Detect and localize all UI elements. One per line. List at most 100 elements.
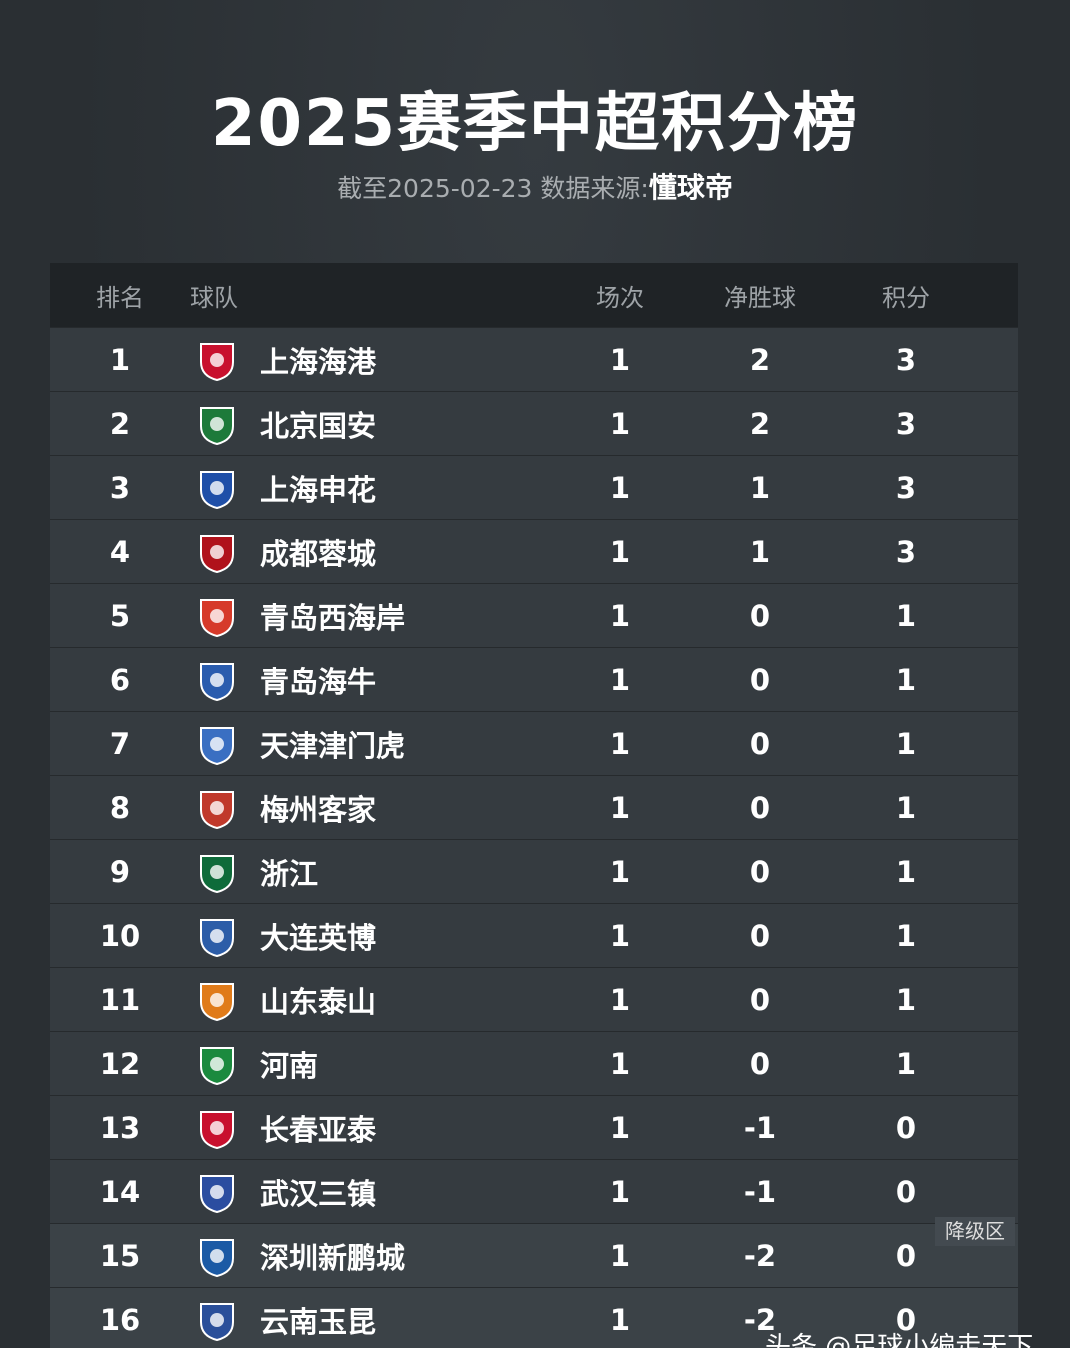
team-logo: [200, 727, 234, 766]
team-logo: [200, 1303, 234, 1342]
played: 1: [609, 918, 631, 953]
rank: 8: [109, 790, 131, 825]
watermark: 头条 @足球小编走天下: [765, 1332, 1034, 1348]
team-row: 13 长春亚泰 1 -1 0: [50, 1095, 1018, 1159]
logo-emblem: [210, 481, 224, 495]
played: 1: [609, 790, 631, 825]
played: 1: [609, 662, 631, 697]
points: 3: [895, 342, 917, 377]
col-header: 净胜球: [724, 283, 796, 312]
points: 0: [895, 1174, 917, 1209]
team-row: 15 深圳新鹏城 1 -2 0: [50, 1223, 1018, 1287]
subtitle-text: 截至2025-02-23 数据来源:: [337, 174, 649, 203]
rank: 5: [109, 598, 131, 633]
points: 0: [895, 1238, 917, 1273]
logo-emblem: [210, 609, 224, 623]
played: 1: [609, 470, 631, 505]
goal-diff: 0: [749, 790, 771, 825]
team-logo: [200, 343, 234, 382]
goal-diff: 2: [749, 342, 771, 377]
team-row: 14 武汉三镇 1 -1 0: [50, 1159, 1018, 1223]
points: 1: [895, 918, 917, 953]
team-row: 4 成都蓉城 1 1 3: [50, 519, 1018, 583]
goal-diff: 0: [749, 854, 771, 889]
logo-emblem: [210, 929, 224, 943]
played: 1: [609, 1174, 631, 1209]
points: 3: [895, 534, 917, 569]
team-name: 青岛海牛: [260, 664, 377, 699]
played: 1: [609, 1110, 631, 1145]
team-row: 9 浙江 1 0 1: [50, 839, 1018, 903]
team-name: 河南: [260, 1048, 319, 1083]
subtitle: 截至2025-02-23 数据来源:懂球帝: [0, 166, 1070, 206]
goal-diff: 0: [749, 1046, 771, 1081]
points: 1: [895, 726, 917, 761]
points: 1: [895, 598, 917, 633]
team-name: 青岛西海岸: [260, 600, 406, 635]
logo-emblem: [210, 1249, 224, 1263]
team-row: 12 河南 1 0 1: [50, 1031, 1018, 1095]
played: 1: [609, 534, 631, 569]
rank: 12: [99, 1046, 141, 1081]
played: 1: [609, 1238, 631, 1273]
team-row: 2 北京国安 1 2 3: [50, 391, 1018, 455]
col-header: 球队: [190, 283, 238, 312]
logo-emblem: [210, 1185, 224, 1199]
logo-emblem: [210, 737, 224, 751]
played: 1: [609, 726, 631, 761]
team-name: 长春亚泰: [260, 1112, 377, 1147]
points: 3: [895, 406, 917, 441]
rank: 14: [99, 1174, 141, 1209]
source: 懂球帝: [648, 171, 733, 204]
team-name: 山东泰山: [260, 984, 377, 1019]
points: 1: [895, 982, 917, 1017]
col-header: 积分: [882, 283, 930, 312]
team-logo: [200, 1175, 234, 1214]
logo-emblem: [210, 545, 224, 559]
goal-diff: -1: [743, 1110, 777, 1145]
played: 1: [609, 342, 631, 377]
goal-diff: 0: [749, 662, 771, 697]
points: 1: [895, 1046, 917, 1081]
team-logo: [200, 535, 234, 574]
points: 1: [895, 662, 917, 697]
goal-diff: 0: [749, 598, 771, 633]
rank: 16: [99, 1302, 141, 1337]
team-logo: [200, 791, 234, 830]
rank: 9: [109, 854, 131, 889]
team-name: 梅州客家: [260, 792, 377, 827]
logo-emblem: [210, 865, 224, 879]
rank: 10: [99, 918, 141, 953]
logo-emblem: [210, 1057, 224, 1071]
team-logo: [200, 663, 234, 702]
team-name: 北京国安: [260, 408, 377, 443]
team-logo: [200, 599, 234, 638]
rank: 13: [99, 1110, 141, 1145]
played: 1: [609, 406, 631, 441]
team-name: 深圳新鹏城: [260, 1240, 406, 1275]
points: 0: [895, 1110, 917, 1145]
team-logo: [200, 407, 234, 446]
team-row: 16 云南玉昆 1 -2 0: [50, 1287, 1018, 1348]
goal-diff: 1: [749, 534, 771, 569]
team-row: 7 天津津门虎 1 0 1: [50, 711, 1018, 775]
relegation-label: 降级区: [935, 1217, 1015, 1246]
logo-emblem: [210, 1121, 224, 1135]
played: 1: [609, 1302, 631, 1337]
goal-diff: -2: [743, 1302, 777, 1337]
played: 1: [609, 598, 631, 633]
team-name: 上海申花: [260, 472, 377, 507]
goal-diff: -1: [743, 1174, 777, 1209]
played: 1: [609, 1046, 631, 1081]
played: 1: [609, 982, 631, 1017]
points: 3: [895, 470, 917, 505]
team-logo: [200, 1047, 234, 1086]
col-header: 场次: [596, 283, 644, 312]
team-logo: [200, 1111, 234, 1150]
logo-emblem: [210, 353, 224, 367]
rank: 6: [109, 662, 131, 697]
rank: 3: [109, 470, 131, 505]
rank: 7: [109, 726, 131, 761]
team-row: 11 山东泰山 1 0 1: [50, 967, 1018, 1031]
